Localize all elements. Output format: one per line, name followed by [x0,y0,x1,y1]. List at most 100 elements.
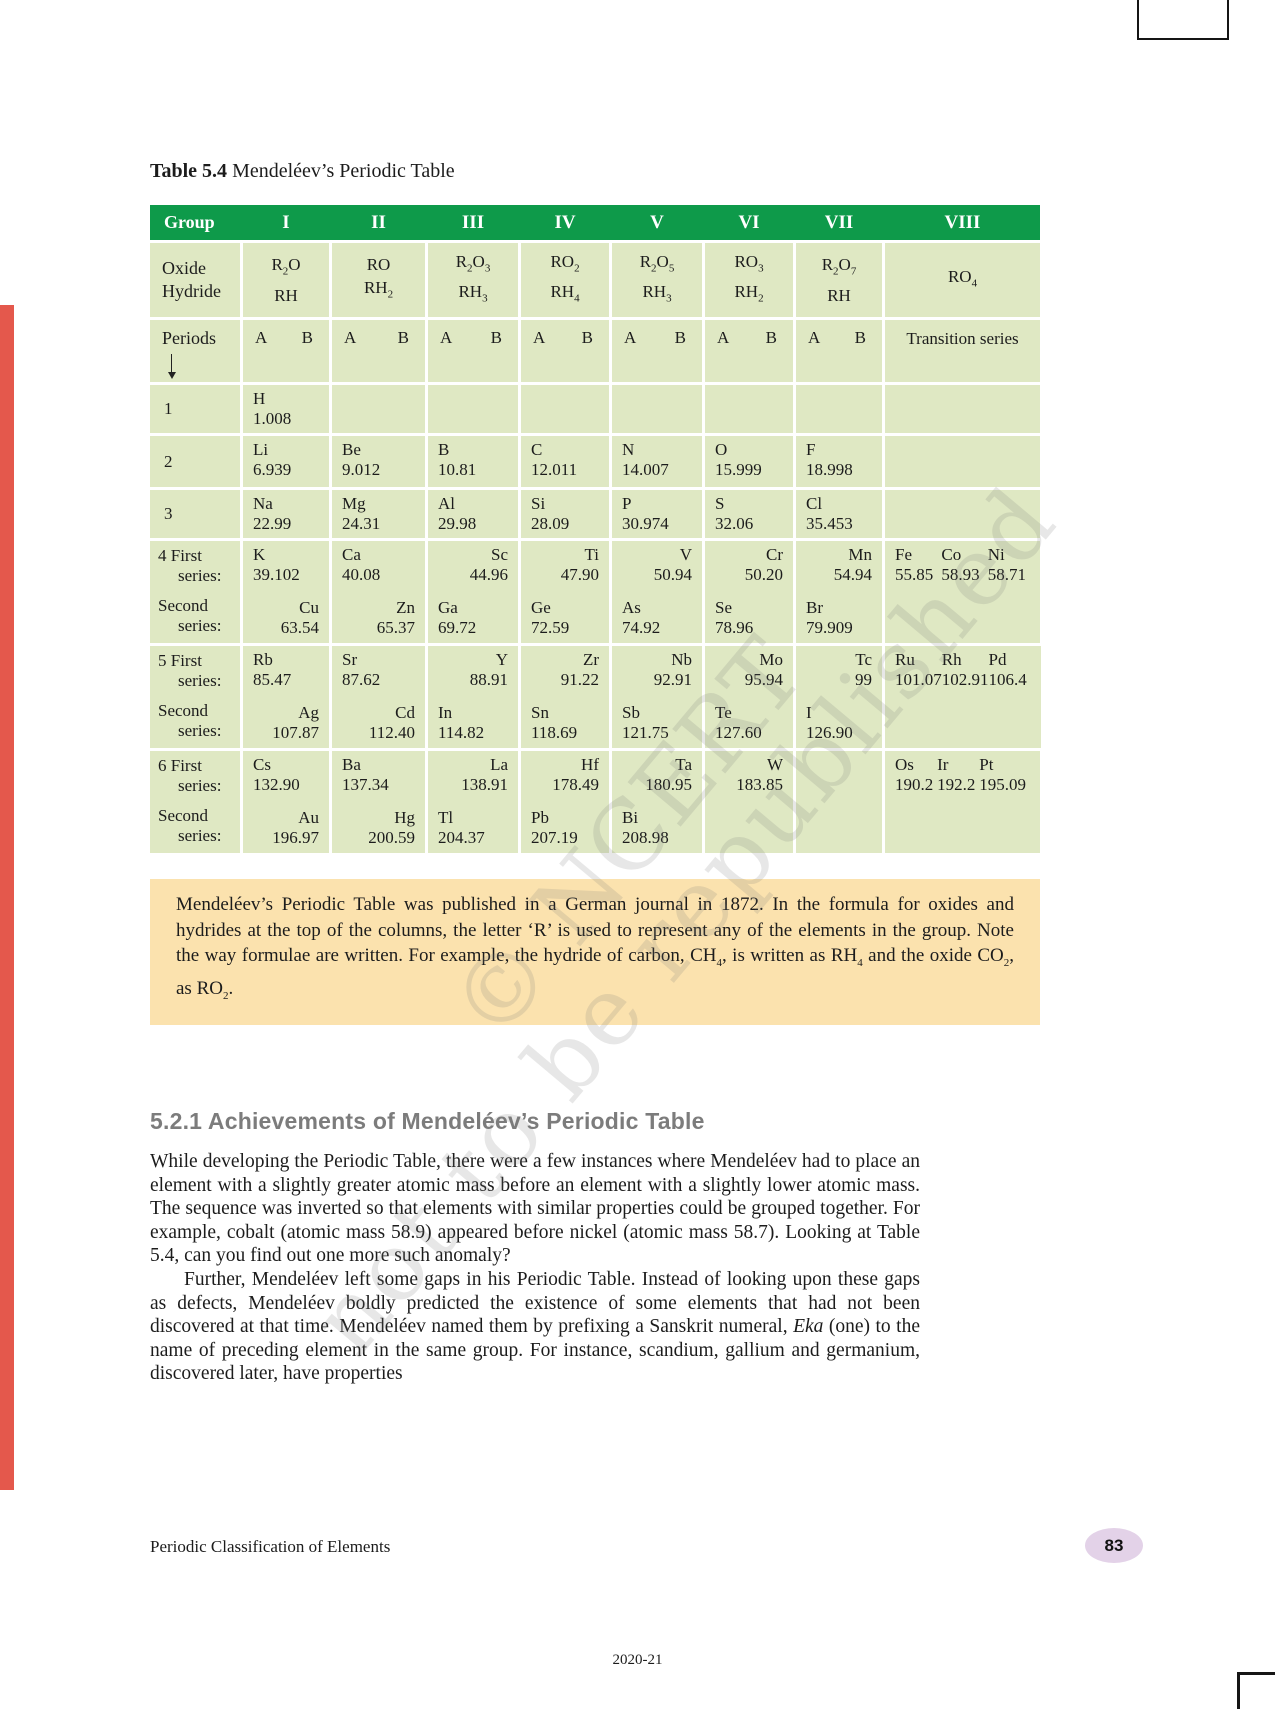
element-cell: Nb 92.91 Sb 121.75 [612,646,702,748]
element-symbol: Cl [806,494,823,513]
element-entry: C 12.011 [521,436,609,480]
element-mass: 9.012 [342,460,381,479]
element-mass: 106.4 [988,670,1027,689]
element-entry: F 18.998 [796,436,882,480]
empty-cell [885,490,1040,538]
first-series-slot: Ti 47.90 [521,541,609,590]
oxide-formula: RO3 [734,251,764,274]
element-symbol: In [438,703,453,722]
subgroup-a-label: A [255,328,268,347]
element-mass: 12.011 [531,460,578,479]
element-symbol: F [806,440,816,459]
element-symbol: Mo [759,650,783,669]
element-mass: 58.93 [941,565,980,584]
element-symbol: Fe [895,545,912,564]
element-mass: 207.19 [531,828,578,847]
formula-cell-group-V: R2O5 RH3 [612,243,702,317]
element-mass: 121.75 [622,723,669,742]
first-series-slot: Ba 137.34 [332,751,425,800]
element-mass: 137.34 [342,775,389,794]
second-series-slot: I 126.90 [796,699,882,748]
first-series-label: 4 First series: [158,546,222,585]
periods-header-row: Periods A B A B A B A B A B A B A B Transition series [150,320,1040,382]
element-cell: Cl 35.453 [796,490,882,538]
subgroup-b-label: B [581,328,593,347]
first-series-slot: Mo 95.94 [705,646,793,695]
element-cell: C 12.011 [521,436,609,487]
formula-cell-group-III: R2O3 RH3 [428,243,518,317]
formula-cell-group-IV: RO2 RH4 [521,243,609,317]
note-box: Mendeléev’s Periodic Table was published… [150,879,1040,1025]
element-symbol: Pt [979,755,994,774]
second-series-slot: Cd 112.40 [332,699,425,748]
element-entry: Fe 55.85 [895,545,933,585]
empty-cell [612,385,702,433]
element-entry: Na 22.99 [243,490,329,534]
element-cell: Y 88.91 In 114.82 [428,646,518,748]
element-entry: In 114.82 [428,699,518,743]
element-symbol: Si [531,494,546,513]
second-series-slot: As 74.92 [612,594,702,643]
period-row-3: 3 Na 22.99 Mg 24.31 Al 29.98 Si 28.09 P 30.974 S 32.… [150,490,1040,538]
element-cell: N 14.007 [612,436,702,487]
element-entry: Hf 178.49 [521,751,609,795]
element-mass: 10.81 [438,460,477,479]
element-entry: Se 78.96 [705,594,793,638]
element-entry: B 10.81 [428,436,518,480]
element-symbol: Br [806,598,823,617]
oxide-formula: RO2 [550,251,580,274]
element-mass: 39.102 [253,565,300,584]
element-mass: 47.90 [560,565,599,584]
transition-elements-cell: Os 190.2 Ir 192.2 Pt 195.09 [885,751,1040,853]
subgroup-a-label: A [533,328,546,347]
element-cell: Ti 47.90 Ge 72.59 [521,541,609,643]
second-series-slot: Sb 121.75 [612,699,702,748]
element-entry: Ba 137.34 [332,751,425,795]
element-entry: Pd 106.4 [989,650,1027,690]
second-series-slot: Ge 72.59 [521,594,609,643]
element-cell: K 39.102 Cu 63.54 [243,541,329,643]
element-mass: 95.94 [744,670,783,689]
second-series-label: Second series: [158,806,222,845]
element-symbol: Mn [848,545,872,564]
element-mass: 50.94 [653,565,692,584]
element-mass: 54.94 [833,565,872,584]
element-mass: 92.91 [653,670,692,689]
element-cell: Sc 44.96 Ga 69.72 [428,541,518,643]
second-series-slot: Br 79.909 [796,594,882,643]
element-entry: K 39.102 [243,541,329,585]
oxide-formula: RO [366,255,391,275]
element-symbol: Pd [988,650,1007,669]
second-series-slot: Ga 69.72 [428,594,518,643]
second-series-slot: In 114.82 [428,699,518,748]
element-mass: 192.2 [937,775,976,794]
first-series-slot: Ca 40.08 [332,541,425,590]
formula-cell-group-VII: R2O7 RH [796,243,882,317]
element-entry: Pt 195.09 [979,755,1026,795]
element-symbol: C [531,440,543,459]
element-mass: 74.92 [622,618,661,637]
second-series-slot [705,804,793,853]
element-entry: Te 127.60 [705,699,793,743]
element-mass: 55.85 [895,565,934,584]
element-entry: N 14.007 [612,436,702,480]
element-cell: Cr 50.20 Se 78.96 [705,541,793,643]
element-mass: 178.49 [552,775,599,794]
element-cell: H 1.008 [243,385,329,433]
element-mass: 87.62 [342,670,381,689]
element-cell: W 183.85 [705,751,793,853]
second-series-slot: Pb 207.19 [521,804,609,853]
element-cell: Zr 91.22 Sn 118.69 [521,646,609,748]
second-series-slot: Bi 208.98 [612,804,702,853]
first-series-slot: Sr 87.62 [332,646,425,695]
element-mass: 1.008 [253,409,292,428]
element-cell: Al 29.98 [428,490,518,538]
element-mass: 91.22 [560,670,599,689]
element-symbol: Cs [253,755,271,774]
group-header-I: I [282,211,290,233]
subgroup-b-label: B [854,328,866,347]
corner-mark-top-right [1137,0,1229,40]
element-entry: Sn 118.69 [521,699,609,743]
second-series-slot: Ag 107.87 [243,699,329,748]
